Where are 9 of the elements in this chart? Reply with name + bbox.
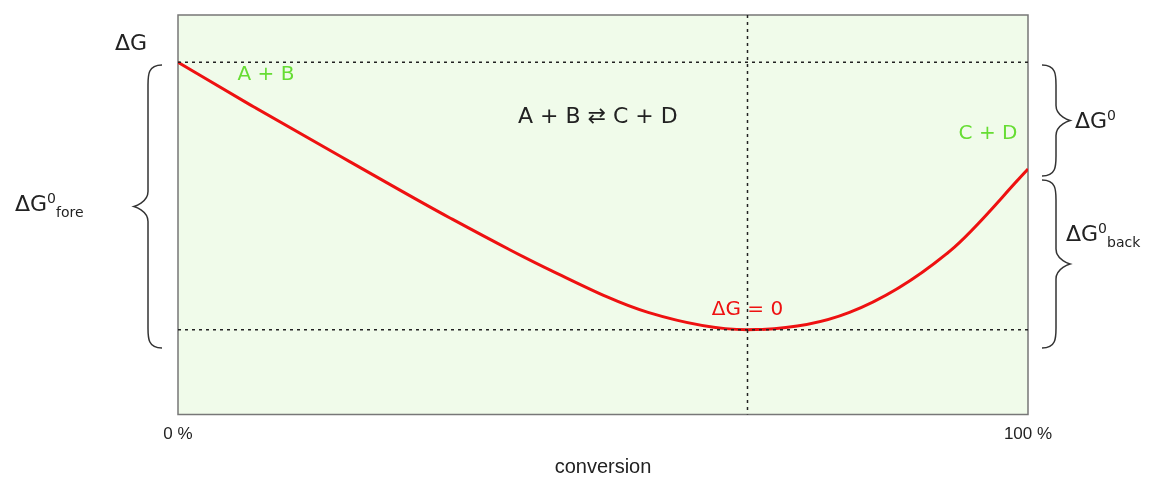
text: ΔG$^{0}$: [1075, 107, 1117, 134]
annotation: C + D: [958, 120, 1018, 145]
x-tick-label: 100 %: [1003, 424, 1053, 444]
annotation: A + B ⇄ C + D: [518, 102, 678, 128]
x-axis-title: conversion: [554, 454, 652, 477]
x-tick-label: 0 %: [163, 424, 193, 444]
annotation: ΔG = 0: [711, 295, 784, 320]
y-axis-title: ΔG: [115, 29, 148, 55]
annotation: A + B: [237, 61, 295, 86]
